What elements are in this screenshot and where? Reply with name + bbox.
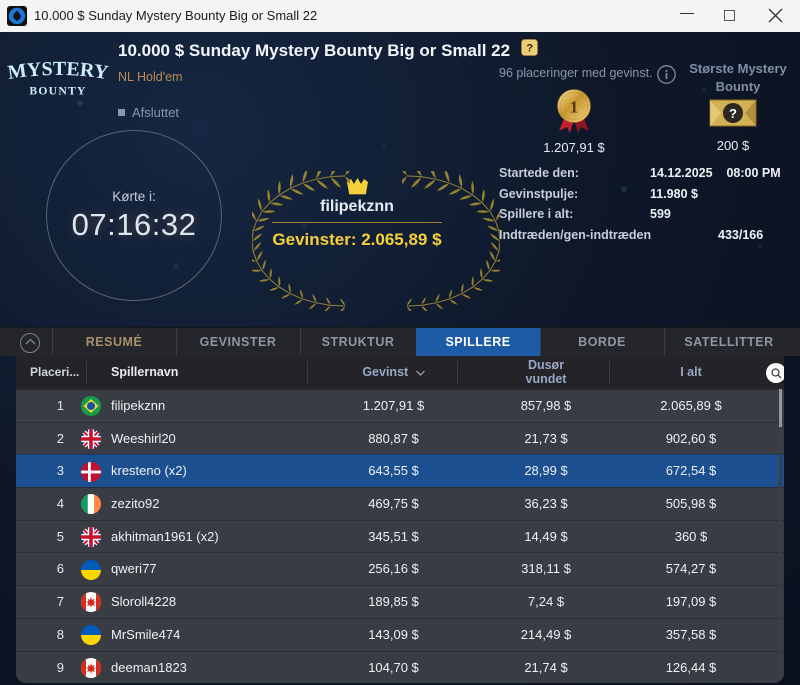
svg-text:1: 1 — [570, 98, 579, 117]
svg-text:?: ? — [526, 43, 533, 55]
svg-text:MYSTERY: MYSTERY — [6, 58, 109, 84]
svg-text:?: ? — [729, 106, 737, 121]
svg-text:BOUNTY: BOUNTY — [29, 84, 86, 97]
